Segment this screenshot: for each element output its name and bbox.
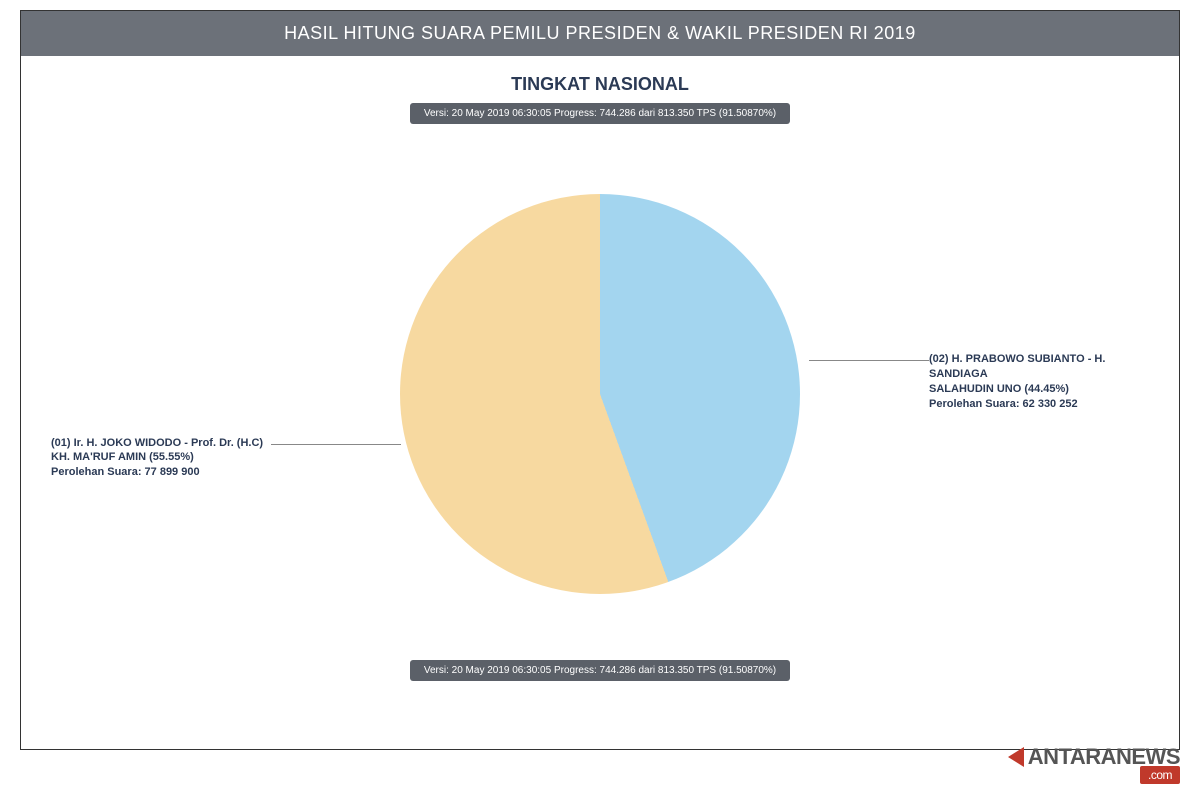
label-line: (01) Ir. H. JOKO WIDODO - Prof. Dr. (H.C… [51, 436, 271, 451]
votes-line: Perolehan Suara: 77 899 900 [51, 465, 271, 480]
chart-area: (01) Ir. H. JOKO WIDODO - Prof. Dr. (H.C… [21, 134, 1179, 654]
watermark: ANTARANEWS .com [1008, 744, 1180, 770]
label-line: SALAHUDIN UNO (44.45%) [929, 382, 1149, 397]
arrow-icon [1008, 747, 1024, 767]
label-line: KH. MA'RUF AMIN (55.55%) [51, 450, 271, 465]
version-badge-top: Versi: 20 May 2019 06:30:05 Progress: 74… [410, 103, 790, 124]
pie-chart [400, 194, 800, 594]
leader-line-left [271, 444, 401, 445]
version-row-top: Versi: 20 May 2019 06:30:05 Progress: 74… [21, 103, 1179, 124]
chart-subtitle: TINGKAT NASIONAL [21, 74, 1179, 95]
leader-line-right [809, 360, 929, 361]
header-bar: HASIL HITUNG SUARA PEMILU PRESIDEN & WAK… [21, 11, 1179, 56]
label-candidate-01: (01) Ir. H. JOKO WIDODO - Prof. Dr. (H.C… [51, 436, 271, 481]
label-line: (02) H. PRABOWO SUBIANTO - H. SANDIAGA [929, 352, 1149, 382]
version-row-bottom: Versi: 20 May 2019 06:30:05 Progress: 74… [21, 660, 1179, 681]
votes-line: Perolehan Suara: 62 330 252 [929, 397, 1149, 412]
header-title: HASIL HITUNG SUARA PEMILU PRESIDEN & WAK… [284, 23, 916, 43]
label-candidate-02: (02) H. PRABOWO SUBIANTO - H. SANDIAGA S… [929, 352, 1149, 411]
watermark-suffix: .com [1140, 766, 1180, 784]
version-badge-bottom: Versi: 20 May 2019 06:30:05 Progress: 74… [410, 660, 790, 681]
chart-frame: HASIL HITUNG SUARA PEMILU PRESIDEN & WAK… [20, 10, 1180, 750]
